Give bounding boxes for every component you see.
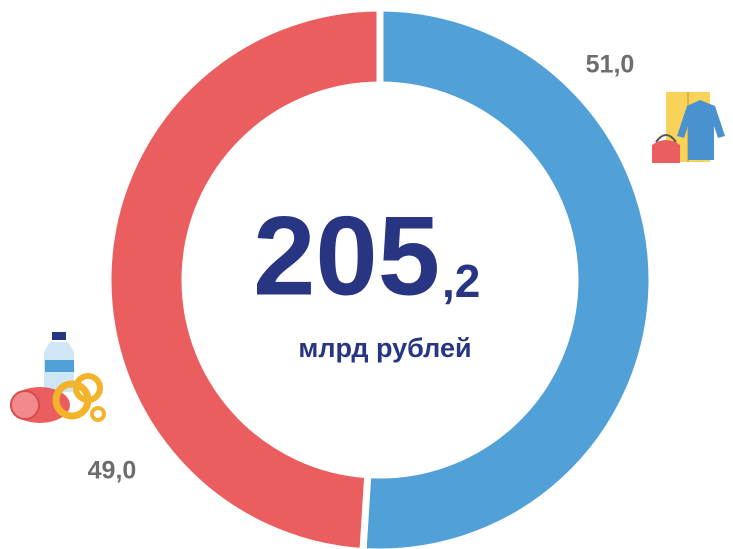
center-unit: млрд рублей bbox=[298, 333, 471, 363]
value-label: 51,0 bbox=[586, 51, 635, 79]
donut-segment bbox=[359, 4, 656, 549]
center-value: 205 bbox=[253, 194, 440, 319]
clothing-icon bbox=[652, 92, 725, 163]
value-label: 49,0 bbox=[88, 457, 137, 485]
donut bbox=[104, 4, 656, 549]
donut-segment bbox=[104, 4, 384, 549]
center-fraction: ,2 bbox=[442, 255, 480, 307]
food-icon bbox=[10, 332, 106, 423]
